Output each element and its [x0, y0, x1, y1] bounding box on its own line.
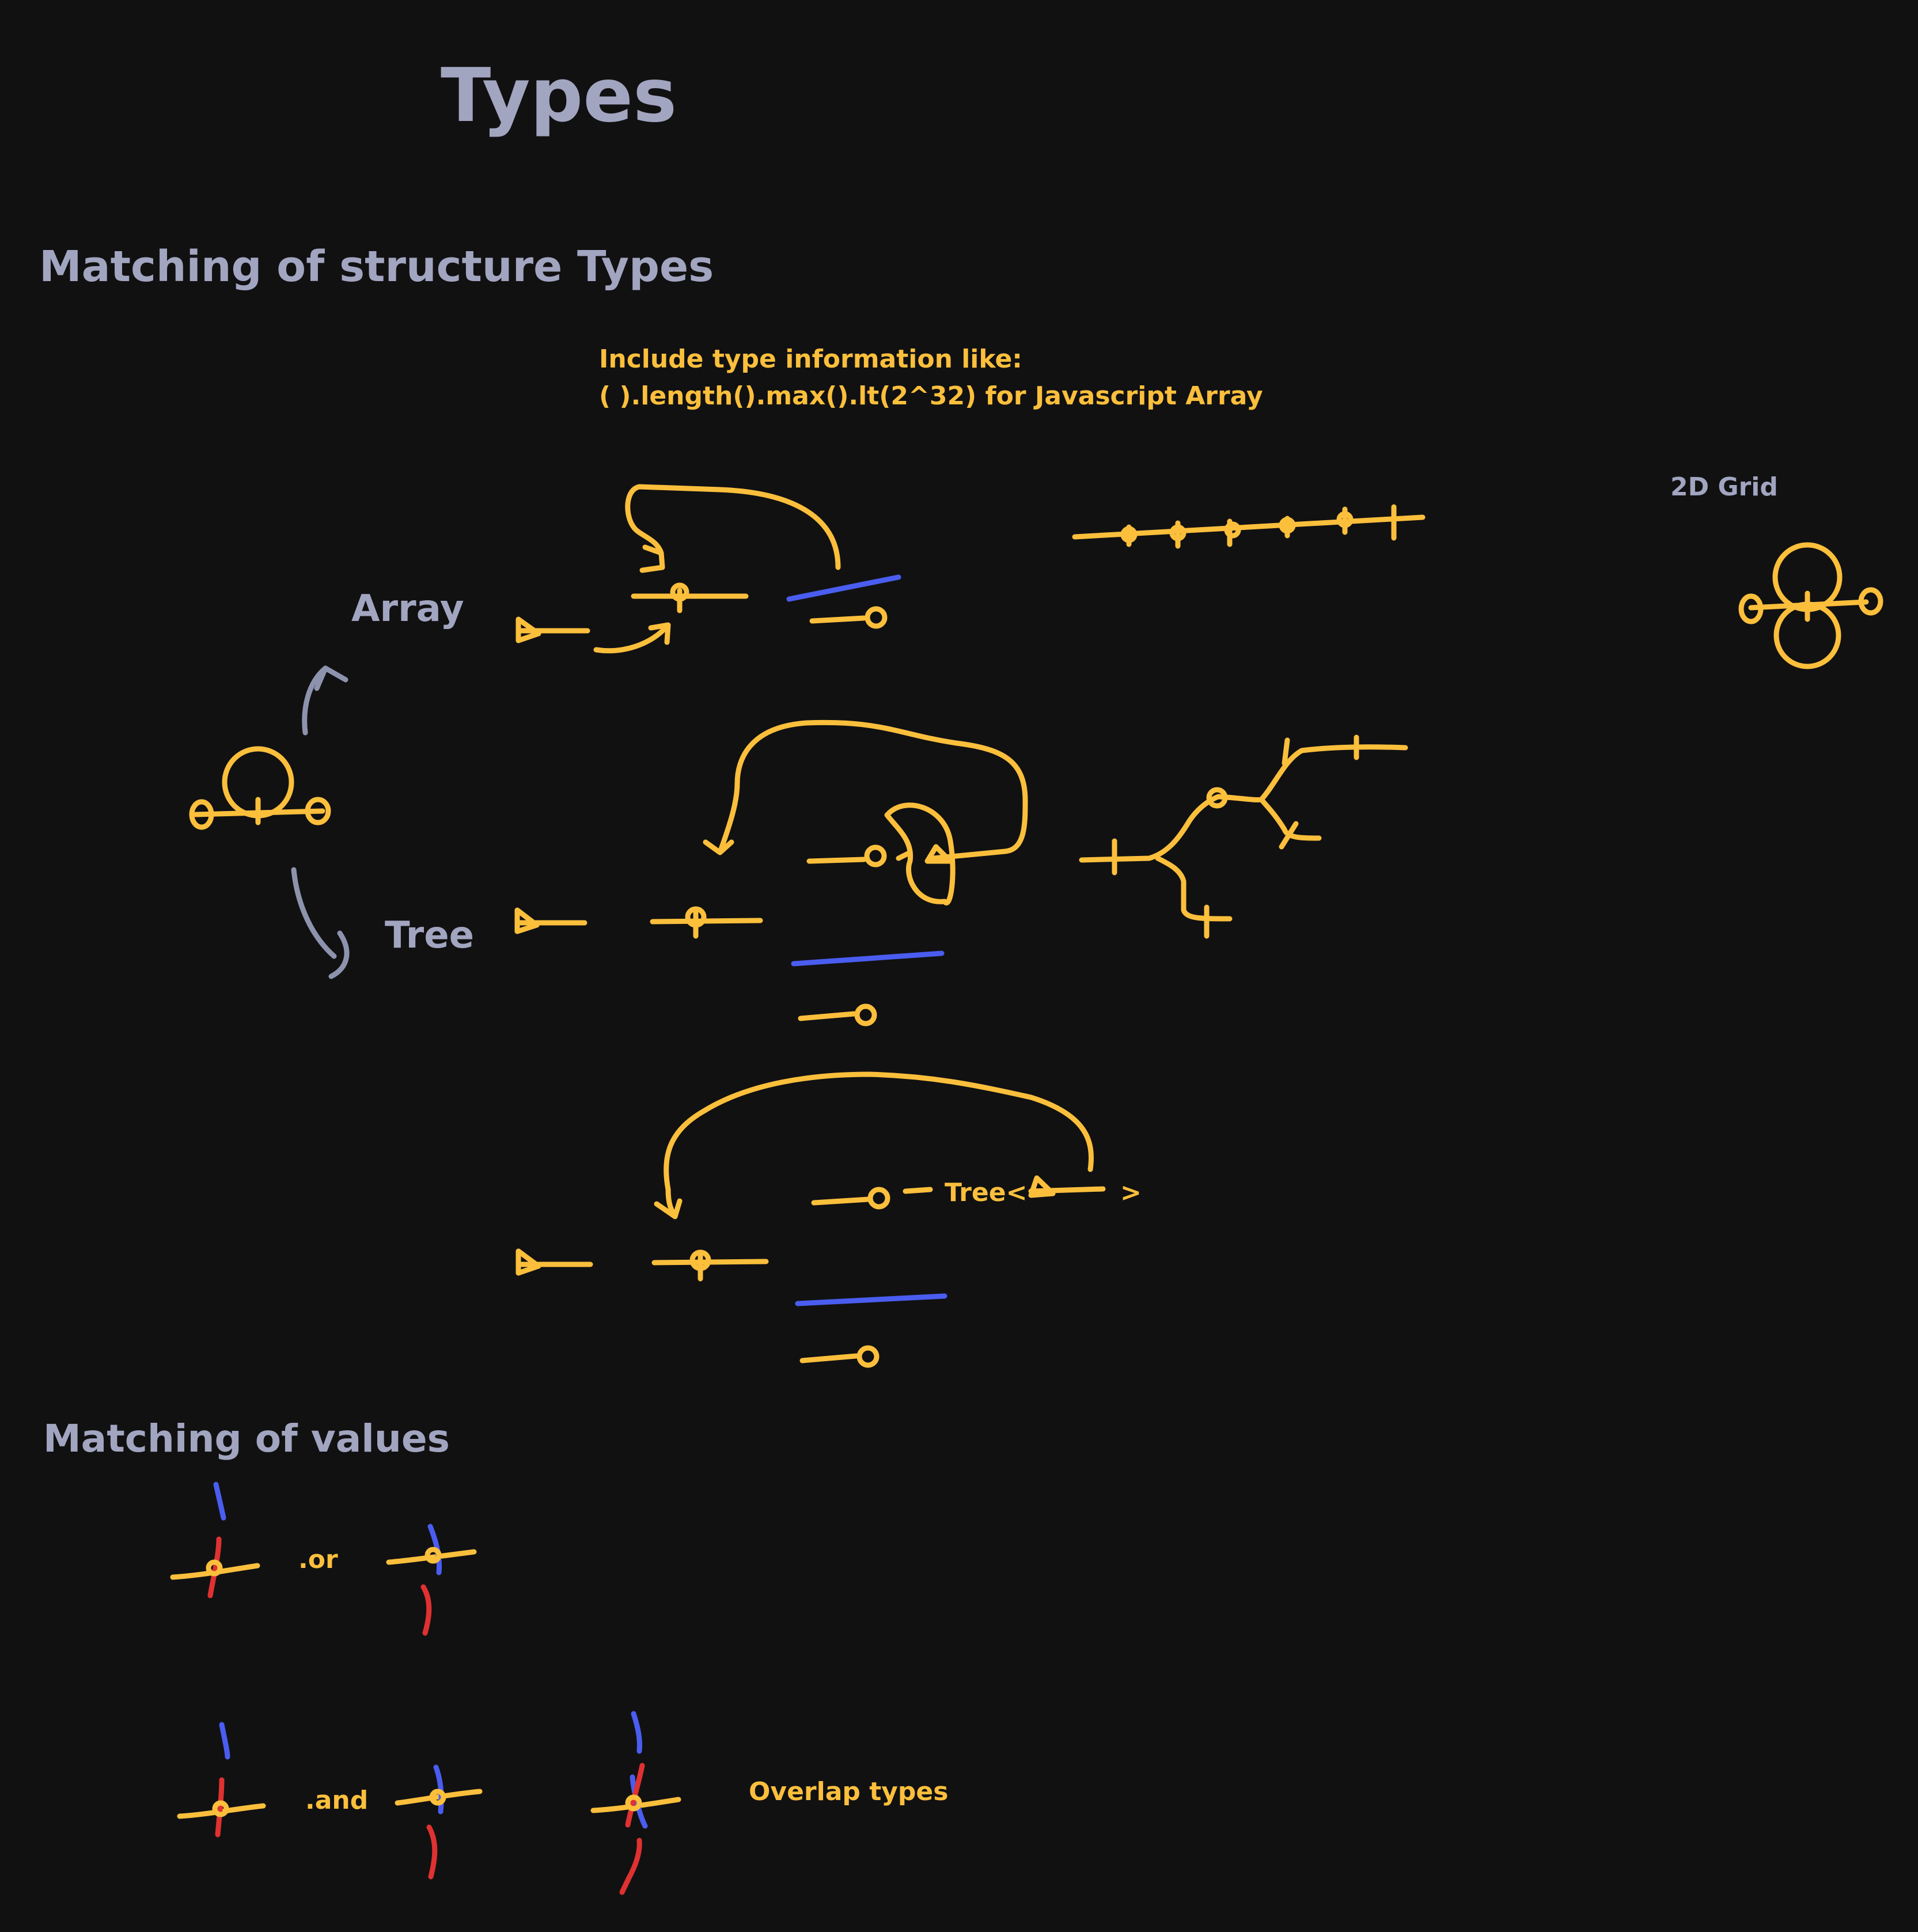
arrow-to-array-icon	[302, 665, 348, 736]
type-info-note-line2: ( ).length().max().lt(2^32) for Javascri…	[599, 381, 1263, 411]
and-label: .and	[305, 1786, 368, 1815]
array-structure-diagram	[515, 484, 901, 654]
tree-structure-diagram	[514, 719, 1028, 1026]
array-linear-nodes-icon	[1072, 504, 1426, 549]
overlap-types-icon	[590, 1711, 681, 1895]
or-value-match-icon	[170, 1482, 477, 1636]
and-value-match-icon	[177, 1722, 483, 1880]
section-heading-values: Matching of values	[43, 1416, 450, 1461]
tree-branching-nodes-icon	[1079, 734, 1408, 939]
tree-label: Tree	[385, 914, 474, 957]
type-node-icon	[189, 746, 331, 830]
page-title: Types	[441, 53, 677, 139]
array-label: Array	[351, 588, 464, 630]
grid-label: 2D Grid	[1670, 472, 1778, 502]
tree-generic-diagram	[515, 1071, 1106, 1368]
tree-generic-open-label: Tree<	[945, 1178, 1027, 1207]
overlap-types-label: Overlap types	[749, 1777, 948, 1806]
tree-generic-close-label: >	[1120, 1178, 1142, 1207]
grid-2d-icon	[1738, 542, 1883, 669]
section-heading-structure: Matching of structure Types	[39, 242, 714, 291]
arrow-to-tree-icon	[291, 867, 350, 979]
type-info-note-line1: Include type information like:	[599, 344, 1022, 374]
or-label: .or	[298, 1545, 338, 1574]
